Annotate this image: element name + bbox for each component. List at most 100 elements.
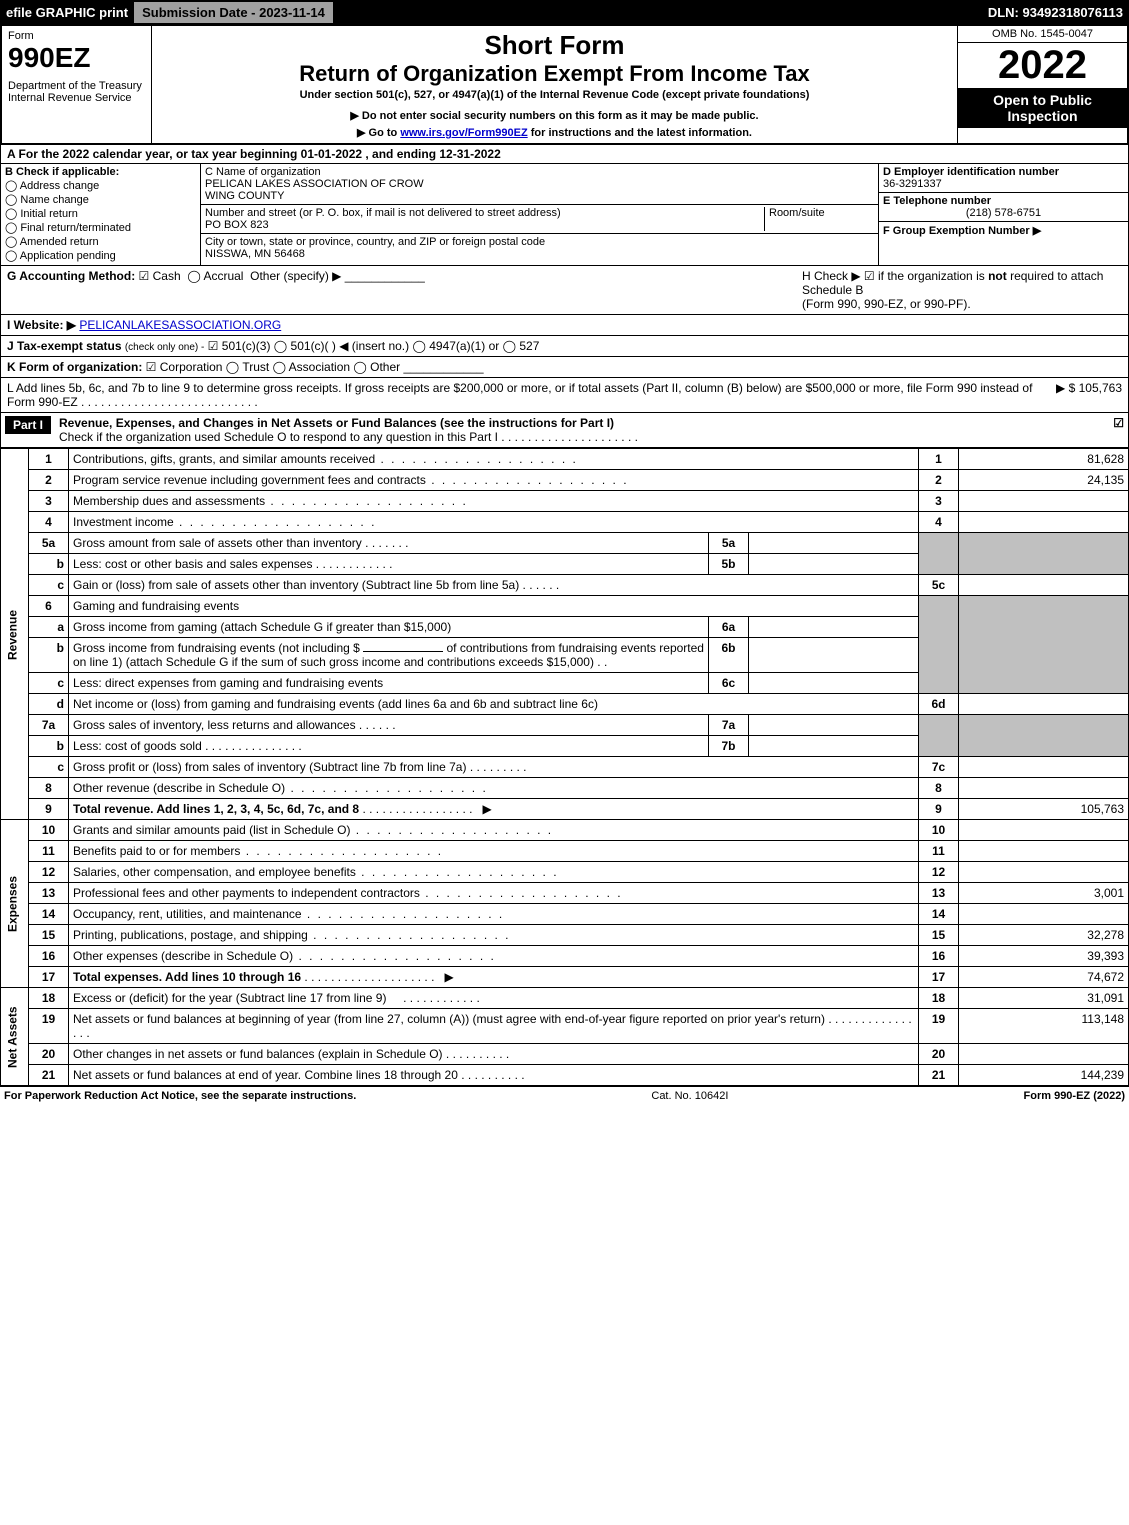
shade-7	[919, 715, 959, 757]
l6a-ibox: 6a	[709, 617, 749, 638]
l10-amt	[959, 820, 1129, 841]
l16-box: 16	[919, 946, 959, 967]
f-label: F Group Exemption Number ▶	[883, 225, 1041, 237]
part1-sub: Check if the organization used Schedule …	[59, 430, 638, 444]
l21-text: Net assets or fund balances at end of ye…	[69, 1065, 919, 1086]
l17-box: 17	[919, 967, 959, 988]
header-center: Short Form Return of Organization Exempt…	[152, 26, 957, 143]
netassets-label: Net Assets	[1, 988, 29, 1086]
l2-box: 2	[919, 470, 959, 491]
open-to-public: Open to Public Inspection	[958, 88, 1127, 128]
section-j: J Tax-exempt status (check only one) - ☑…	[0, 336, 1129, 357]
d-ein-block: D Employer identification number 36-3291…	[879, 164, 1128, 193]
l9-amt: 105,763	[959, 799, 1129, 820]
l6b-text: Gross income from fundraising events (no…	[69, 638, 709, 673]
l6d-text: Net income or (loss) from gaming and fun…	[69, 694, 919, 715]
l2-text: Program service revenue including govern…	[69, 470, 919, 491]
shade-7-amt	[959, 715, 1129, 757]
l6c-text: Less: direct expenses from gaming and fu…	[69, 673, 709, 694]
section-c: C Name of organization PELICAN LAKES ASS…	[201, 164, 878, 265]
l9-box: 9	[919, 799, 959, 820]
b-title: B Check if applicable:	[5, 166, 119, 178]
form-number: 990EZ	[8, 42, 145, 74]
i-label: I Website: ▶	[7, 318, 76, 332]
e-label: E Telephone number	[883, 195, 991, 207]
l4-text: Investment income	[69, 512, 919, 533]
submission-date: Submission Date - 2023-11-14	[134, 2, 333, 23]
org-name-1: PELICAN LAKES ASSOCIATION OF CROW	[205, 178, 424, 190]
l18-amt: 31,091	[959, 988, 1129, 1009]
section-g: G Accounting Method: ☑ Cash ◯ Accrual Ot…	[7, 269, 802, 311]
l6a-text: Gross income from gaming (attach Schedul…	[69, 617, 709, 638]
l8-text: Other revenue (describe in Schedule O)	[69, 778, 919, 799]
l11-box: 11	[919, 841, 959, 862]
street: PO BOX 823	[205, 219, 269, 231]
l1-box: 1	[919, 449, 959, 470]
l11-text: Benefits paid to or for members	[69, 841, 919, 862]
l20-box: 20	[919, 1044, 959, 1065]
l15-num: 15	[29, 925, 69, 946]
shade-5-amt	[959, 533, 1129, 575]
g-other[interactable]: Other (specify) ▶ ____________	[250, 269, 425, 283]
section-i: I Website: ▶ PELICANLAKESASSOCIATION.ORG	[0, 315, 1129, 336]
g-accrual[interactable]: ◯ Accrual	[187, 269, 243, 283]
l17-amt: 74,672	[959, 967, 1129, 988]
l20-text: Other changes in net assets or fund bala…	[69, 1044, 919, 1065]
l18-num: 18	[29, 988, 69, 1009]
l8-num: 8	[29, 778, 69, 799]
l5c-box: 5c	[919, 575, 959, 596]
l4-box: 4	[919, 512, 959, 533]
k-opts[interactable]: ☑ Corporation ◯ Trust ◯ Association ◯ Ot…	[146, 360, 400, 374]
l6-num: 6	[29, 596, 69, 617]
section-a: A For the 2022 calendar year, or tax yea…	[0, 145, 1129, 164]
g-cash[interactable]: ☑ Cash	[139, 269, 181, 283]
l13-box: 13	[919, 883, 959, 904]
g-label: G Accounting Method:	[7, 269, 135, 283]
cb-address-change[interactable]: ◯ Address change	[5, 179, 196, 192]
footer-left: For Paperwork Reduction Act Notice, see …	[4, 1090, 356, 1102]
l5b-num: b	[29, 554, 69, 575]
cb-amended-return[interactable]: ◯ Amended return	[5, 235, 196, 248]
l7b-num: b	[29, 736, 69, 757]
l10-text: Grants and similar amounts paid (list in…	[69, 820, 919, 841]
c-name-block: C Name of organization PELICAN LAKES ASS…	[201, 164, 878, 205]
l5a-text: Gross amount from sale of assets other t…	[69, 533, 709, 554]
l11-num: 11	[29, 841, 69, 862]
l16-amt: 39,393	[959, 946, 1129, 967]
l3-num: 3	[29, 491, 69, 512]
l6d-box: 6d	[919, 694, 959, 715]
l21-num: 21	[29, 1065, 69, 1086]
goto-link[interactable]: www.irs.gov/Form990EZ	[400, 127, 527, 139]
l5b-iamt	[749, 554, 919, 575]
cb-name-change[interactable]: ◯ Name change	[5, 193, 196, 206]
title-return: Return of Organization Exempt From Incom…	[156, 61, 953, 87]
l6d-num: d	[29, 694, 69, 715]
l21-amt: 144,239	[959, 1065, 1129, 1086]
l5b-text: Less: cost or other basis and sales expe…	[69, 554, 709, 575]
l17-num: 17	[29, 967, 69, 988]
website-link[interactable]: PELICANLAKESASSOCIATION.ORG	[79, 318, 281, 332]
j-opts[interactable]: ☑ 501(c)(3) ◯ 501(c)( ) ◀ (insert no.) ◯…	[208, 339, 540, 353]
expenses-label: Expenses	[1, 820, 29, 988]
ein: 36-3291337	[883, 178, 942, 190]
cb-initial-return[interactable]: ◯ Initial return	[5, 207, 196, 220]
l2-num: 2	[29, 470, 69, 491]
subtitle-under: Under section 501(c), 527, or 4947(a)(1)…	[156, 89, 953, 101]
l5c-text: Gain or (loss) from sale of assets other…	[69, 575, 919, 596]
goto-post: for instructions and the latest informat…	[528, 127, 752, 139]
do-not-enter: ▶ Do not enter social security numbers o…	[156, 109, 953, 122]
org-name-2: WING COUNTY	[205, 190, 284, 202]
city: NISSWA, MN 56468	[205, 248, 305, 260]
l3-text: Membership dues and assessments	[69, 491, 919, 512]
cb-final-return[interactable]: ◯ Final return/terminated	[5, 221, 196, 234]
e-phone-block: E Telephone number (218) 578-6751	[879, 193, 1128, 222]
cb-application-pending[interactable]: ◯ Application pending	[5, 249, 196, 262]
part1-header: Part I Revenue, Expenses, and Changes in…	[0, 413, 1129, 448]
j-sub: (check only one) -	[125, 342, 204, 353]
l5b-ibox: 5b	[709, 554, 749, 575]
l15-amt: 32,278	[959, 925, 1129, 946]
revenue-label: Revenue	[1, 449, 29, 820]
part1-check[interactable]: ☑	[1113, 416, 1124, 430]
k-label: K Form of organization:	[7, 360, 142, 374]
l4-num: 4	[29, 512, 69, 533]
